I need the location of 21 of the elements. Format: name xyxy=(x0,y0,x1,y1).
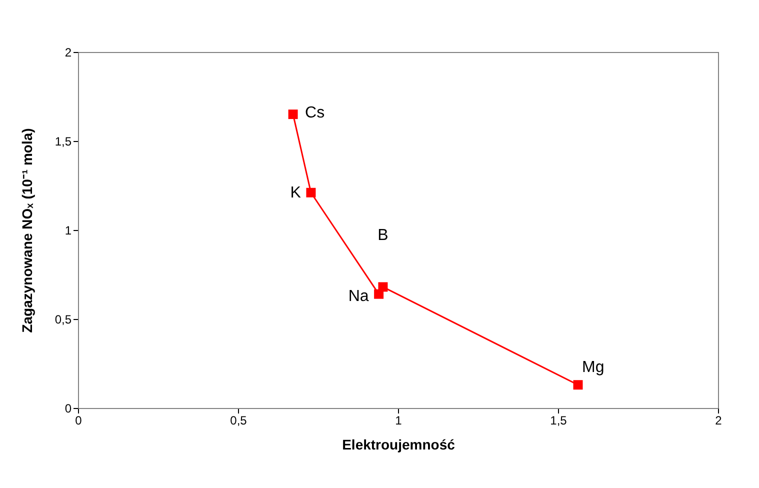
y-tick-label: 1,5 xyxy=(54,134,72,148)
y-axis-title: Zagazynowane NOₓ (10⁻¹ mola) xyxy=(18,128,35,333)
y-tick-label: 0 xyxy=(64,402,72,416)
point xyxy=(306,188,316,198)
x-tick-label: 0,5 xyxy=(230,414,248,428)
x-tick-label: 1,5 xyxy=(550,414,568,428)
x-tick-label: 0 xyxy=(75,414,82,428)
x-tick-label: 1 xyxy=(395,414,402,428)
annotation: K xyxy=(290,184,302,202)
point xyxy=(573,380,583,390)
x-tick-label: 2 xyxy=(715,414,722,428)
y-tick-label: 1 xyxy=(64,224,72,238)
y-tick-label: 0,5 xyxy=(54,312,72,326)
annotation: Na xyxy=(348,288,369,306)
y-tick-label: 2 xyxy=(64,46,72,60)
annotation: B xyxy=(378,226,388,244)
point xyxy=(378,282,388,292)
x-axis-title: Elektroujemność xyxy=(342,436,456,452)
annotation: Mg xyxy=(582,358,604,376)
point xyxy=(288,110,298,120)
annotation: Cs xyxy=(305,104,325,122)
